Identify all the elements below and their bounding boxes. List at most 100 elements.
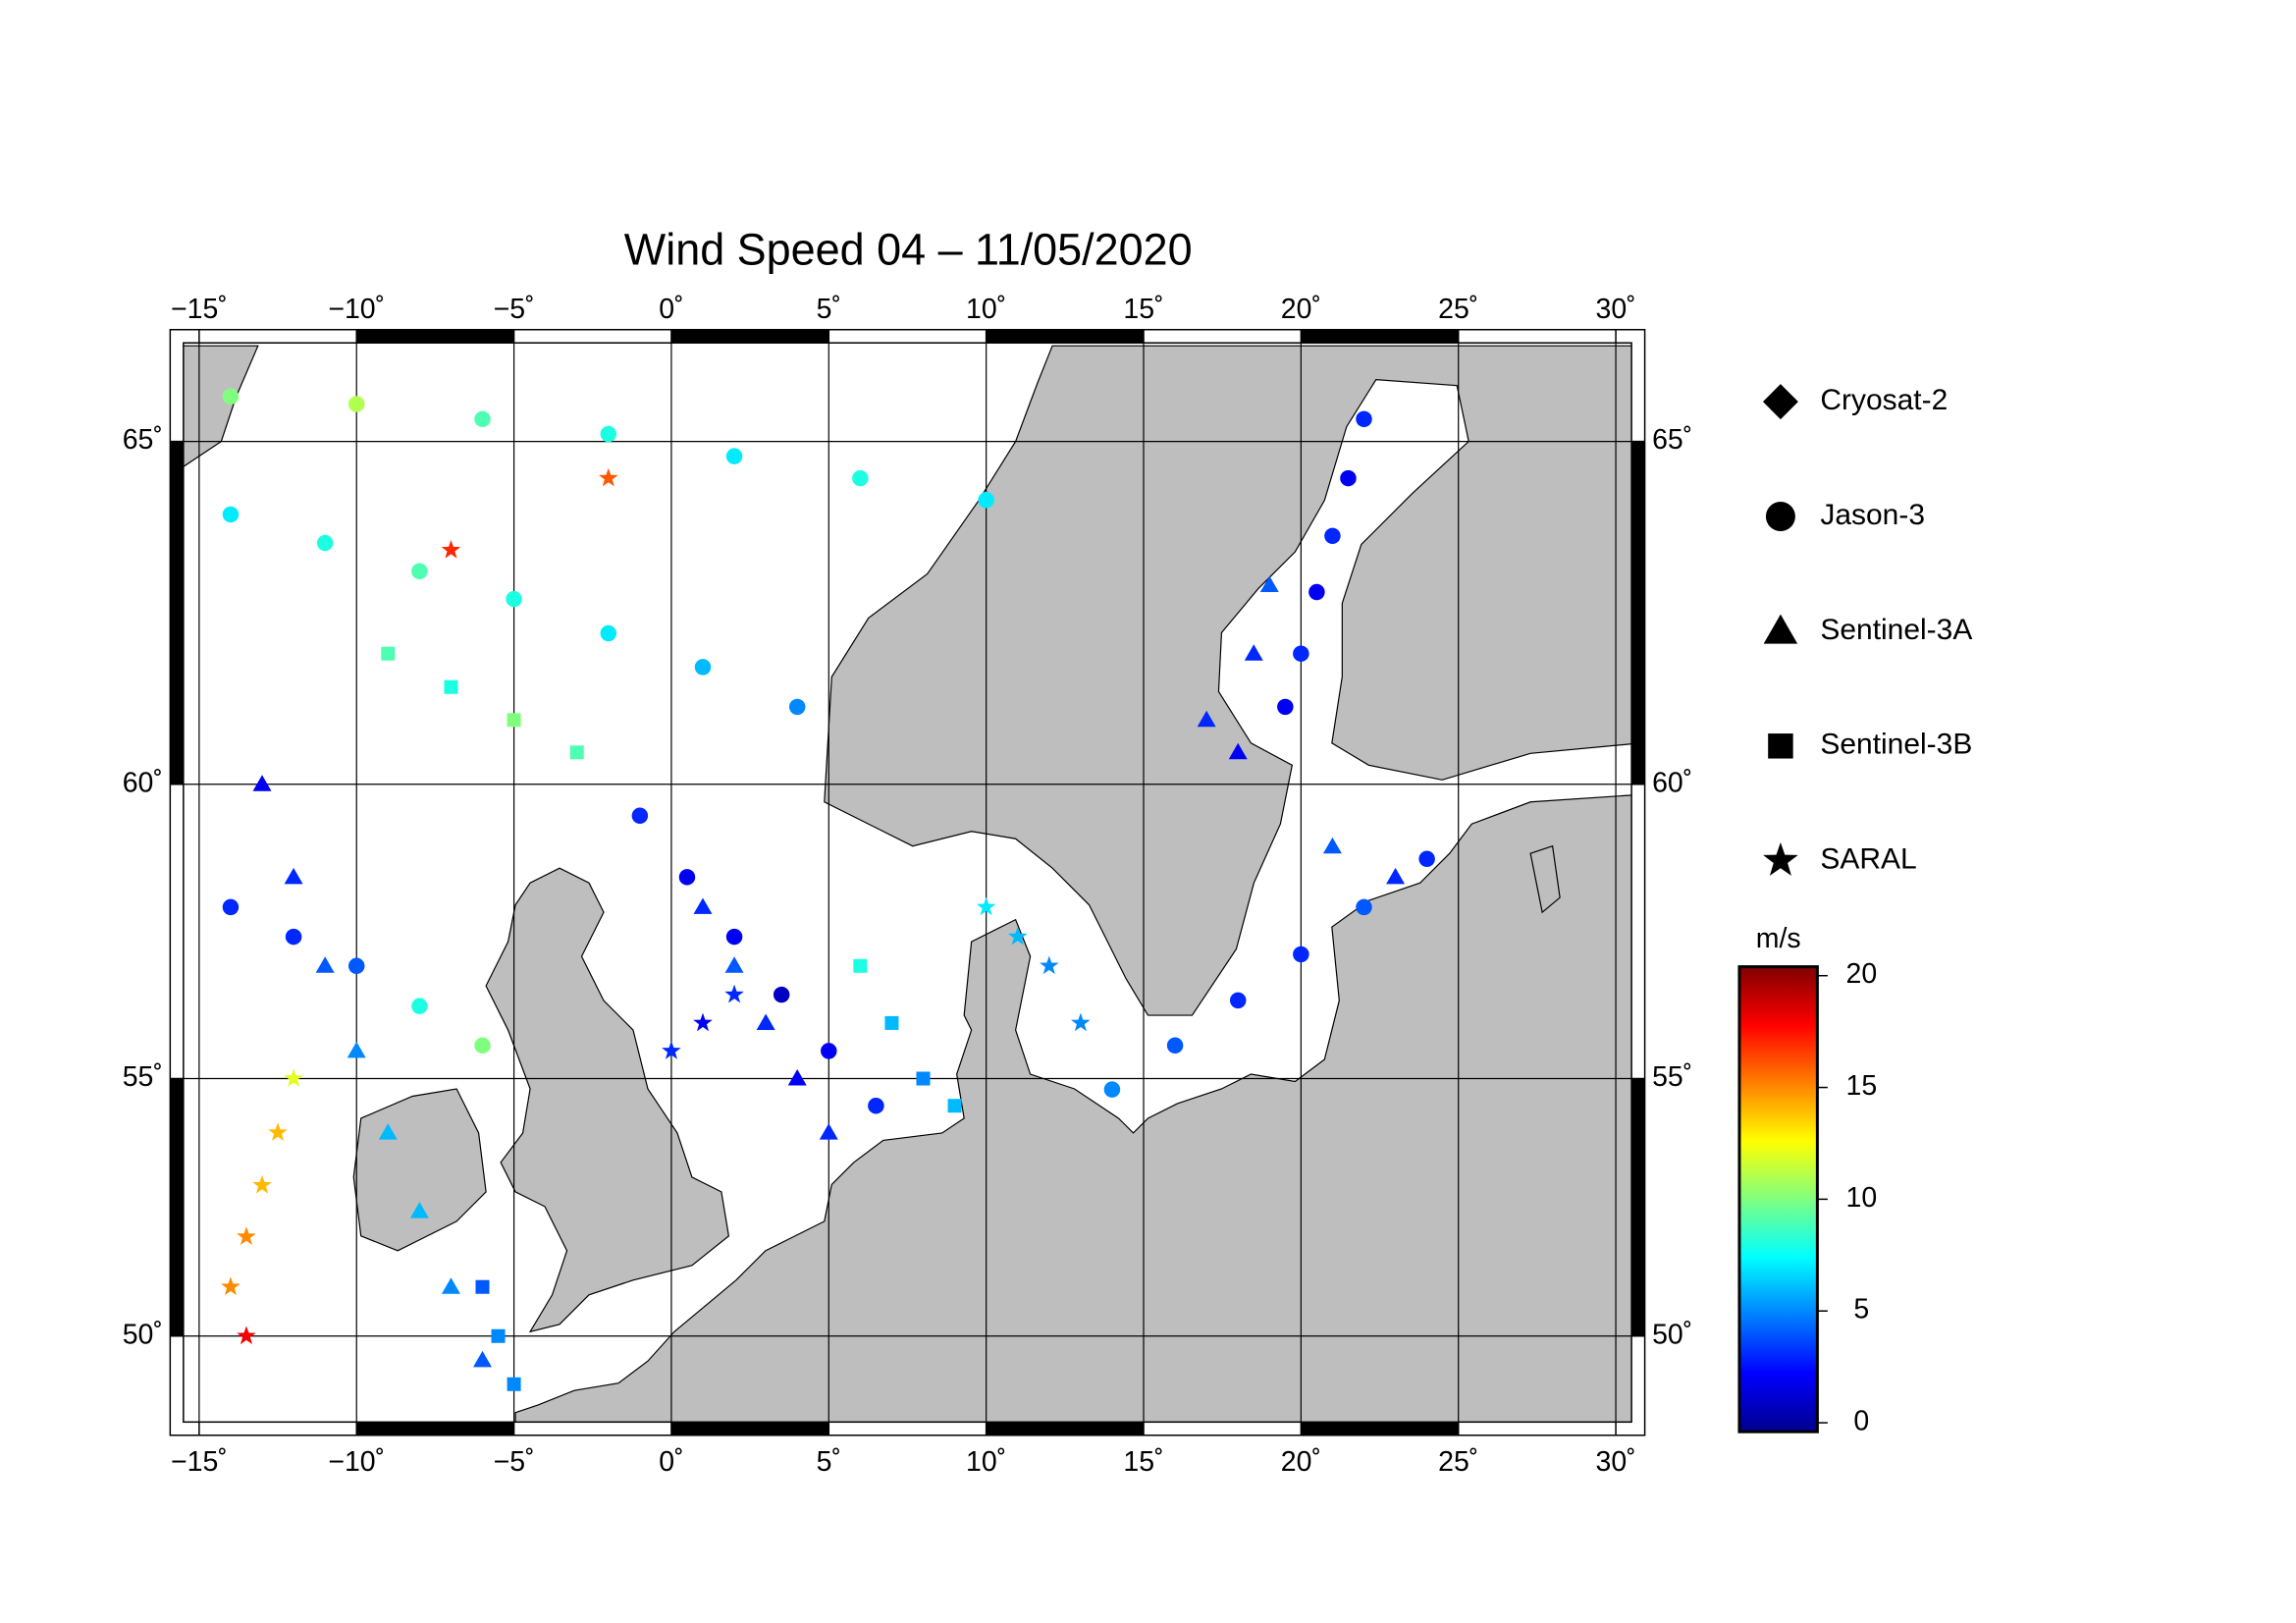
circle-marker bbox=[1229, 992, 1247, 1009]
star-marker bbox=[1007, 926, 1028, 946]
y-tick-label: 60˚ bbox=[1652, 767, 1692, 798]
circle-marker bbox=[474, 1037, 491, 1054]
y-tick-label: 60˚ bbox=[123, 767, 163, 798]
y-tick-label: 65˚ bbox=[1652, 424, 1692, 456]
circle-marker bbox=[506, 590, 522, 608]
x-tick-label: 25˚ bbox=[1438, 294, 1478, 325]
map-area bbox=[183, 343, 1632, 1423]
star-marker bbox=[268, 1122, 288, 1141]
legend-label: Jason-3 bbox=[1820, 499, 1925, 531]
star-marker bbox=[252, 1174, 272, 1194]
square-marker bbox=[947, 1099, 962, 1113]
circle-marker bbox=[600, 425, 617, 443]
x-tick-label: 15˚ bbox=[1123, 294, 1163, 325]
triangle-marker bbox=[252, 775, 272, 791]
frame-band bbox=[670, 1422, 829, 1435]
colorbar-tick-label: 10 bbox=[1846, 1182, 1878, 1214]
frame-band bbox=[1301, 329, 1459, 344]
star-marker bbox=[693, 1012, 713, 1032]
circle-marker bbox=[347, 957, 365, 975]
colorbar: m/s 0 5 10 15 20 bbox=[1737, 923, 1878, 1437]
frame-band bbox=[1631, 1078, 1645, 1336]
colorbar-tick-label: 15 bbox=[1846, 1070, 1878, 1102]
x-tick-label: 30˚ bbox=[1595, 294, 1635, 325]
triangle-marker bbox=[1228, 742, 1248, 760]
legend: Cryosat-2 Jason-3 Sentinel-3A Sentinel-3B SA… bbox=[1762, 384, 1972, 876]
legend-label: SARAL bbox=[1820, 843, 1916, 876]
triangle-marker bbox=[409, 1202, 429, 1218]
circle-marker bbox=[1308, 583, 1325, 601]
map-title: Wind Speed 04 – 11/05/2020 bbox=[624, 225, 1193, 275]
circle-marker bbox=[222, 898, 240, 916]
x-tick-label: −15˚ bbox=[171, 294, 228, 325]
triangle-marker bbox=[787, 1069, 807, 1086]
x-tick-label: 10˚ bbox=[966, 294, 1006, 325]
triangle-marker bbox=[819, 1123, 838, 1140]
frame-band bbox=[356, 329, 514, 344]
circle-marker bbox=[1765, 502, 1795, 532]
frame-band bbox=[986, 329, 1145, 344]
triangle-marker bbox=[473, 1350, 492, 1368]
frame-band bbox=[986, 1422, 1145, 1435]
circle-marker bbox=[868, 1097, 884, 1114]
circle-marker bbox=[631, 807, 649, 825]
y-tick-label: 55˚ bbox=[123, 1061, 163, 1093]
circle-marker bbox=[678, 869, 696, 886]
x-tick-label: 0˚ bbox=[659, 1446, 683, 1478]
square-marker bbox=[444, 679, 458, 694]
triangle-marker bbox=[441, 1277, 460, 1294]
circle-marker bbox=[1418, 850, 1435, 868]
triangle-marker bbox=[724, 956, 744, 973]
triangle-marker bbox=[284, 867, 303, 885]
square-marker bbox=[884, 1015, 899, 1030]
frame-band bbox=[1301, 1422, 1459, 1435]
circle-marker bbox=[411, 563, 428, 579]
frame-inner bbox=[183, 342, 1632, 1424]
circle-marker bbox=[316, 534, 334, 552]
legend-label: Sentinel-3A bbox=[1820, 614, 1972, 646]
x-tick-label: 5˚ bbox=[817, 1446, 841, 1478]
circle-marker bbox=[474, 410, 491, 428]
colorbar-tick-label: 0 bbox=[1853, 1406, 1869, 1437]
star-marker bbox=[724, 984, 744, 1003]
circle-marker bbox=[821, 1043, 837, 1059]
x-tick-label: 0˚ bbox=[659, 294, 683, 325]
x-tick-label: 5˚ bbox=[817, 294, 841, 325]
circle-marker bbox=[1103, 1081, 1121, 1098]
star-marker bbox=[441, 539, 461, 559]
y-tick-label: 50˚ bbox=[123, 1319, 163, 1350]
x-tick-label: −10˚ bbox=[328, 1446, 385, 1478]
colorbar-unit: m/s bbox=[1756, 923, 1801, 954]
observations bbox=[221, 388, 1435, 1391]
circle-marker bbox=[773, 986, 790, 1003]
circle-marker bbox=[222, 506, 240, 523]
y-tick-label: 50˚ bbox=[1652, 1319, 1692, 1350]
frame-outer bbox=[169, 328, 1646, 1436]
star-marker bbox=[1039, 955, 1059, 975]
square-marker bbox=[475, 1279, 490, 1294]
frame-band bbox=[670, 329, 829, 344]
triangle-marker bbox=[1244, 644, 1263, 661]
circle-marker bbox=[1324, 527, 1341, 545]
circle-marker bbox=[788, 698, 806, 716]
square-marker bbox=[507, 713, 521, 728]
x-tick-label: 20˚ bbox=[1281, 1446, 1321, 1478]
x-tick-label: 25˚ bbox=[1438, 1446, 1478, 1478]
circle-marker bbox=[1340, 469, 1357, 487]
circle-marker bbox=[1356, 898, 1372, 916]
frame-band bbox=[356, 1422, 514, 1435]
x-tick-label: 10˚ bbox=[966, 1446, 1006, 1478]
circle-marker bbox=[1166, 1037, 1184, 1054]
frame-band bbox=[170, 1078, 184, 1336]
frame-band bbox=[1631, 441, 1645, 784]
triangle-marker bbox=[1763, 614, 1798, 644]
circle-marker bbox=[600, 624, 617, 642]
triangle-marker bbox=[347, 1041, 366, 1058]
map-frame: −15˚ −15˚ −10˚ −10˚ −5˚ −5˚ 0˚ 0˚ 5˚ 5˚ 10˚ 10˚ 15˚ 1… bbox=[123, 294, 1693, 1478]
triangle-marker bbox=[693, 897, 713, 914]
circle-marker bbox=[1293, 946, 1309, 963]
square-marker bbox=[491, 1328, 506, 1343]
square-marker bbox=[853, 958, 868, 973]
legend-label: Cryosat-2 bbox=[1820, 384, 1948, 416]
